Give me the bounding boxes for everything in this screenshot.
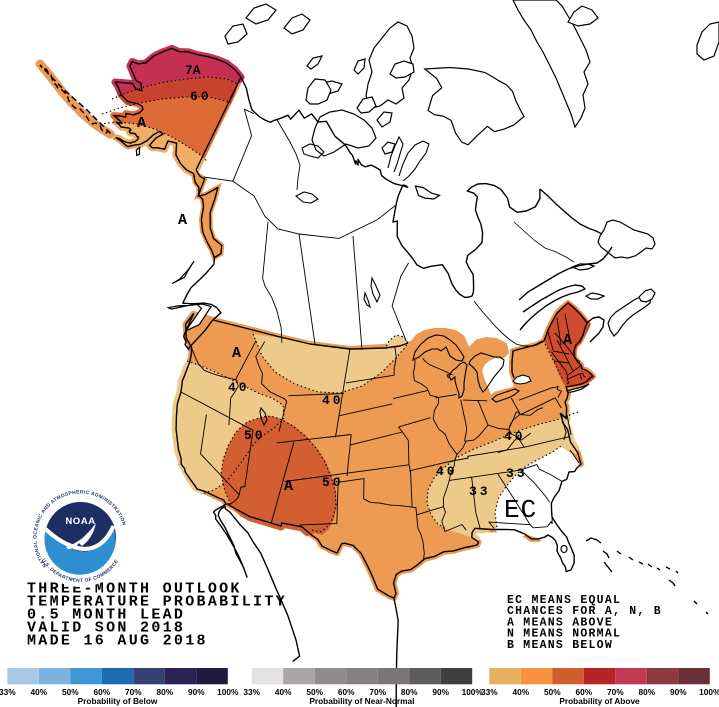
svg-text:33%: 33% <box>481 687 498 697</box>
svg-text:0.5 MONTH LEAD: 0.5 MONTH LEAD <box>27 607 185 624</box>
svg-text:40: 40 <box>504 429 526 444</box>
svg-text:7A: 7A <box>185 63 201 78</box>
svg-text:MADE 16 AUG 2018: MADE 16 AUG 2018 <box>27 633 208 650</box>
svg-text:80%: 80% <box>638 687 655 697</box>
svg-text:70%: 70% <box>369 687 386 697</box>
svg-text:60%: 60% <box>338 687 355 697</box>
svg-text:90%: 90% <box>670 687 687 697</box>
svg-text:A: A <box>178 212 187 229</box>
svg-text:CHANCES FOR A, N, B: CHANCES FOR A, N, B <box>507 605 662 618</box>
svg-text:40%: 40% <box>275 687 292 697</box>
svg-text:33%: 33% <box>243 687 260 697</box>
svg-text:40: 40 <box>228 380 250 395</box>
svg-text:33: 33 <box>506 466 528 481</box>
svg-text:A MEANS ABOVE: A MEANS ABOVE <box>507 616 613 629</box>
svg-text:50%: 50% <box>62 687 79 697</box>
svg-text:100%: 100% <box>699 687 719 697</box>
svg-text:A: A <box>284 478 293 495</box>
svg-text:N MEANS NORMAL: N MEANS NORMAL <box>507 628 621 641</box>
svg-text:40%: 40% <box>30 687 47 697</box>
svg-text:A: A <box>563 332 572 349</box>
svg-text:90%: 90% <box>188 687 205 697</box>
svg-text:40: 40 <box>322 393 344 408</box>
svg-text:60: 60 <box>190 89 212 104</box>
svg-text:Probability of Below: Probability of Below <box>78 696 158 706</box>
svg-text:80%: 80% <box>401 687 418 697</box>
svg-text:70%: 70% <box>607 687 624 697</box>
svg-text:B MEANS BELOW: B MEANS BELOW <box>507 639 613 652</box>
svg-text:50%: 50% <box>544 687 561 697</box>
svg-text:100%: 100% <box>217 687 239 697</box>
svg-text:50: 50 <box>244 428 266 443</box>
svg-text:60%: 60% <box>93 687 110 697</box>
svg-text:80%: 80% <box>156 687 173 697</box>
svg-text:A: A <box>232 345 241 362</box>
svg-text:33%: 33% <box>0 687 16 697</box>
svg-text:50%: 50% <box>306 687 323 697</box>
svg-text:40: 40 <box>436 464 458 479</box>
svg-text:60%: 60% <box>575 687 592 697</box>
svg-text:40%: 40% <box>512 687 529 697</box>
svg-text:TEMPERATURE PROBABILITY: TEMPERATURE PROBABILITY <box>27 594 287 611</box>
svg-text:Probability of Above: Probability of Above <box>559 696 640 706</box>
svg-text:90%: 90% <box>432 687 449 697</box>
svg-text:A: A <box>137 115 146 132</box>
svg-text:VALID SON 2018: VALID SON 2018 <box>27 620 185 637</box>
svg-text:EC: EC <box>504 495 537 525</box>
svg-text:50: 50 <box>322 475 344 490</box>
svg-text:70%: 70% <box>125 687 142 697</box>
svg-text:EC MEANS EQUAL: EC MEANS EQUAL <box>507 594 621 607</box>
svg-text:100%: 100% <box>462 687 484 697</box>
svg-text:Probability of Near-Normal: Probability of Near-Normal <box>309 696 414 706</box>
svg-text:33: 33 <box>469 484 491 499</box>
svg-text:NOAA: NOAA <box>65 516 95 527</box>
